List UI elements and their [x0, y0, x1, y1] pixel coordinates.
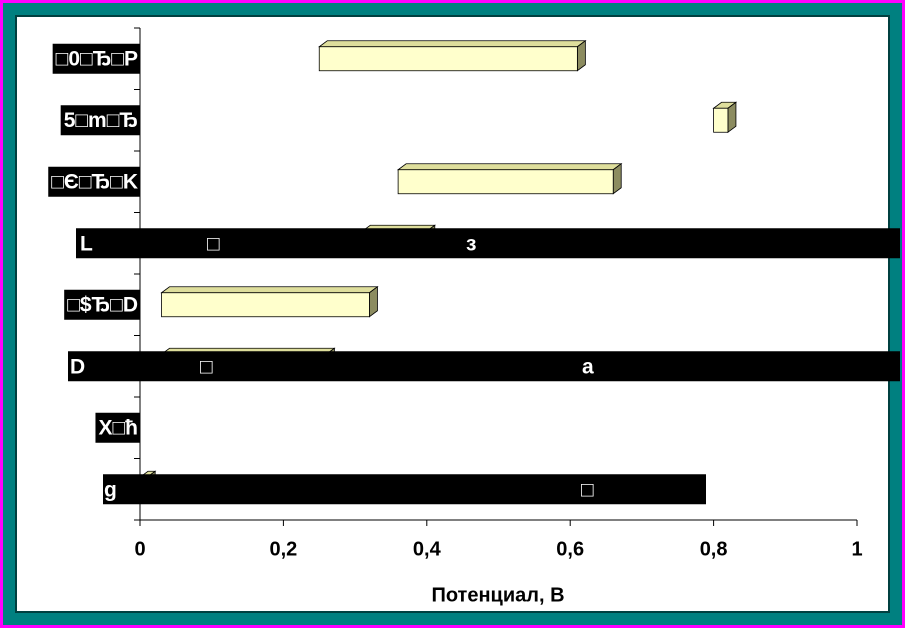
label-box	[48, 166, 140, 197]
x-tick-label: 0,4	[413, 538, 442, 560]
bar	[161, 292, 370, 318]
plot-background	[15, 15, 890, 613]
y-tick-label: D □ a	[70, 355, 594, 378]
x-axis-title: Потенциал, В	[431, 584, 564, 606]
label-strip	[103, 474, 706, 505]
bar-top	[160, 286, 379, 294]
y-tick-label: L □ з	[80, 232, 476, 255]
x-tick-label: 1	[851, 538, 862, 560]
bar	[713, 107, 729, 133]
bar-top	[396, 163, 623, 171]
label-strip	[76, 228, 900, 259]
x-tick-label: 0,2	[269, 538, 297, 560]
bar	[397, 169, 614, 195]
y-tick-label: □0□Ђ□P	[56, 47, 138, 70]
y-tick-label: g □	[104, 478, 594, 501]
label-box	[64, 289, 140, 320]
y-tick-label: 5□m□Ђ	[64, 109, 138, 132]
bar-top	[318, 40, 587, 48]
label-box	[95, 412, 140, 443]
x-tick-label: 0,8	[700, 538, 728, 560]
y-tick-label: □$Ђ□D	[67, 293, 138, 316]
label-strip	[68, 351, 900, 382]
y-tick-label: X□ħ	[98, 416, 138, 439]
label-box	[60, 105, 140, 136]
x-tick-label: 0,6	[556, 538, 584, 560]
bar	[318, 46, 578, 72]
x-tick-label: 0	[134, 538, 145, 560]
label-box	[52, 43, 140, 74]
y-tick-label: □Є□Ђ□K	[51, 170, 138, 193]
